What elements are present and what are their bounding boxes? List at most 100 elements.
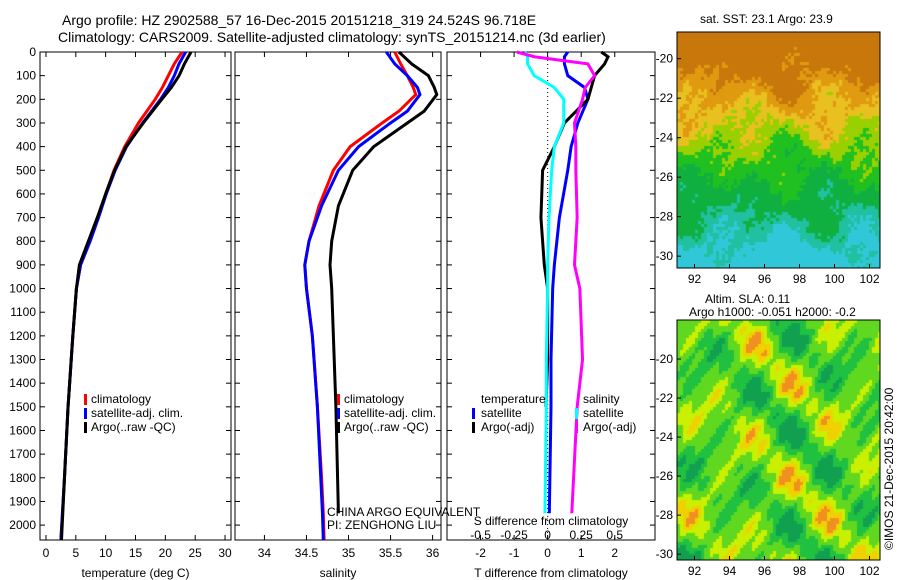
x-tick-label: 0 (43, 546, 50, 560)
s-axis-label: S difference from climatology (474, 514, 629, 528)
y-tick-label: 1200 (9, 329, 36, 343)
x-axis-label: salinity (320, 566, 357, 580)
y-tick-label: 1400 (9, 376, 36, 390)
series-climatology (61, 52, 182, 540)
lon-tick-label: 96 (758, 564, 772, 578)
x-tick-label: 0 (544, 546, 551, 560)
s-tick-label: -0.25 (500, 528, 528, 542)
x-tick-label: 35 (342, 546, 356, 560)
x-tick-label: 15 (129, 546, 143, 560)
legend-swatch (575, 408, 578, 419)
x-tick-label: 30 (218, 546, 232, 560)
y-tick-label: 0 (29, 45, 36, 59)
series-s-argo-adj- (517, 52, 595, 513)
y-tick-label: 2000 (9, 518, 36, 532)
lat-tick-label: -20 (656, 52, 674, 66)
s-tick-label: 0 (544, 528, 551, 542)
legend-label: Argo(..raw -QC) (344, 420, 429, 434)
lat-tick-label: -22 (656, 391, 674, 405)
x-tick-label: 20 (159, 546, 173, 560)
x-tick-label: 36 (426, 546, 440, 560)
legend-label: satellite-adj. clim. (344, 406, 436, 420)
y-tick-label: 200 (16, 92, 36, 106)
map-frame (677, 32, 880, 268)
legend-s-label: satellite (583, 406, 624, 420)
lon-tick-label: 100 (824, 564, 844, 578)
y-tick-label: 600 (16, 187, 36, 201)
x-tick-label: -2 (475, 546, 486, 560)
x-tick-label: 25 (189, 546, 203, 560)
y-tick-label: 1600 (9, 423, 36, 437)
lon-tick-label: 92 (688, 564, 702, 578)
legend-swatch (84, 422, 87, 433)
legend-label: climatology (91, 392, 151, 406)
lat-tick-label: -28 (656, 508, 674, 522)
s-tick-label: 0.5 (606, 528, 623, 542)
x-tick-label: 35.5 (379, 546, 403, 560)
lon-tick-label: 98 (793, 564, 807, 578)
y-tick-label: 1100 (10, 305, 36, 319)
lat-tick-label: -30 (656, 547, 674, 561)
y-tick-label: 400 (16, 140, 36, 154)
series-argo-raw-qc- (61, 52, 191, 540)
x-tick-label: 34.5 (295, 546, 319, 560)
legend-s-label: Argo(-adj) (583, 420, 636, 434)
legend-swatch (472, 422, 475, 433)
y-tick-label: 1000 (9, 282, 36, 296)
lon-tick-label: 92 (688, 272, 702, 286)
profile-charts: 0 5 10 15 20 25 30temperature (deg C)010020030… (0, 0, 900, 580)
y-tick-label: 1300 (9, 353, 36, 367)
legend-label: climatology (344, 392, 404, 406)
lon-tick-label: 96 (758, 272, 772, 286)
x-axis-label: temperature (deg C) (81, 566, 189, 580)
lon-tick-label: 98 (793, 272, 807, 286)
x-tick-label: 10 (99, 546, 113, 560)
lat-tick-label: -24 (656, 131, 674, 145)
legend-swatch (472, 408, 475, 419)
series-satellite-adj-clim- (61, 52, 186, 540)
series-s-satellite (525, 52, 564, 513)
legend-label: Argo(..raw -QC) (91, 420, 176, 434)
s-tick-label: -0.5 (470, 528, 491, 542)
legend-label: satellite-adj. clim. (91, 406, 183, 420)
legend-swatch (337, 422, 340, 433)
s-tick-label: 0.25 (570, 528, 594, 542)
legend-swatch (84, 408, 87, 419)
lat-tick-label: -30 (656, 249, 674, 263)
legend-s-label: salinity (583, 392, 620, 406)
x-tick-label: 2 (611, 546, 618, 560)
legend-t-label: Argo(-adj) (481, 420, 534, 434)
series-t-satellite (549, 52, 588, 513)
y-tick-label: 300 (16, 116, 36, 130)
x-tick-label: 34 (258, 546, 272, 560)
legend-swatch (337, 394, 340, 405)
lat-tick-label: -24 (656, 430, 674, 444)
legend-t-label: satellite (481, 406, 522, 420)
y-tick-label: 1900 (9, 494, 36, 508)
lat-tick-label: -26 (656, 469, 674, 483)
y-tick-label: 100 (16, 69, 36, 83)
map-frame (677, 320, 880, 560)
x-axis-label: T difference from climatology (474, 566, 628, 580)
y-tick-label: 900 (16, 258, 36, 272)
legend-swatch (575, 422, 578, 433)
lon-tick-label: 94 (723, 564, 737, 578)
y-tick-label: 1500 (9, 400, 36, 414)
legend-swatch (84, 394, 87, 405)
legend-swatch (337, 408, 340, 419)
lon-tick-label: 102 (859, 272, 879, 286)
lat-tick-label: -20 (656, 352, 674, 366)
lat-tick-label: -26 (656, 170, 674, 184)
lon-tick-label: 102 (859, 564, 879, 578)
lon-tick-label: 100 (824, 272, 844, 286)
x-tick-label: 1 (578, 546, 585, 560)
y-tick-label: 500 (16, 163, 36, 177)
lon-tick-label: 94 (723, 272, 737, 286)
y-tick-label: 700 (16, 211, 36, 225)
y-tick-label: 1800 (9, 471, 36, 485)
lat-tick-label: -22 (656, 91, 674, 105)
x-tick-label: -1 (509, 546, 520, 560)
lat-tick-label: -28 (656, 210, 674, 224)
y-tick-label: 800 (16, 234, 36, 248)
y-tick-label: 1700 (9, 447, 36, 461)
